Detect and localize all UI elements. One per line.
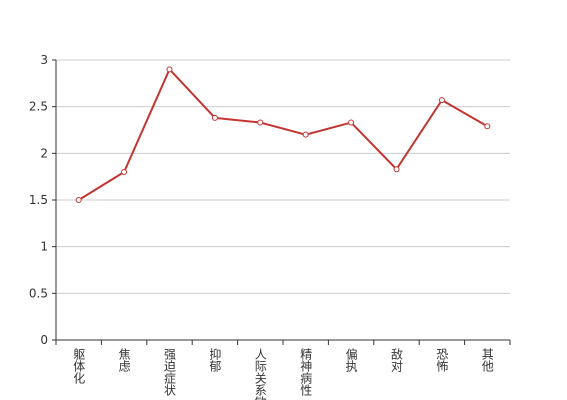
x-tick-label: 躯体化 — [72, 347, 86, 385]
x-tick-label: 抑郁 — [208, 347, 222, 373]
y-tick-label: 0.5 — [29, 286, 48, 300]
y-tick-label: 0 — [40, 333, 48, 347]
x-tick-label: 恐怖 — [435, 348, 449, 372]
x-tick-label: 其他 — [480, 348, 494, 372]
x-tick-label: 敌对 — [390, 347, 404, 372]
point — [166, 66, 173, 73]
y-tick-label: 2 — [40, 146, 48, 160]
x-tick-label: 强迫症状 — [163, 348, 177, 396]
line — [78, 68, 488, 201]
point — [393, 166, 400, 173]
y-tick-label: 1.5 — [29, 193, 48, 207]
point — [484, 123, 491, 130]
y-tick-label: 3 — [40, 53, 48, 67]
point — [75, 197, 82, 203]
point — [211, 114, 218, 121]
point — [348, 119, 355, 126]
x-tick-label: 焦虑 — [117, 348, 131, 372]
x-tick-label: 偏执 — [344, 347, 358, 373]
y-tick-label: 1 — [40, 240, 48, 254]
y-tick-label: 2.5 — [29, 100, 48, 114]
point — [257, 119, 264, 126]
point — [438, 97, 445, 104]
point — [302, 131, 309, 138]
x-tick-label: 人际关系敏感 — [253, 348, 267, 400]
x-tick-label: 精神病性 — [299, 348, 313, 397]
point — [121, 169, 128, 175]
